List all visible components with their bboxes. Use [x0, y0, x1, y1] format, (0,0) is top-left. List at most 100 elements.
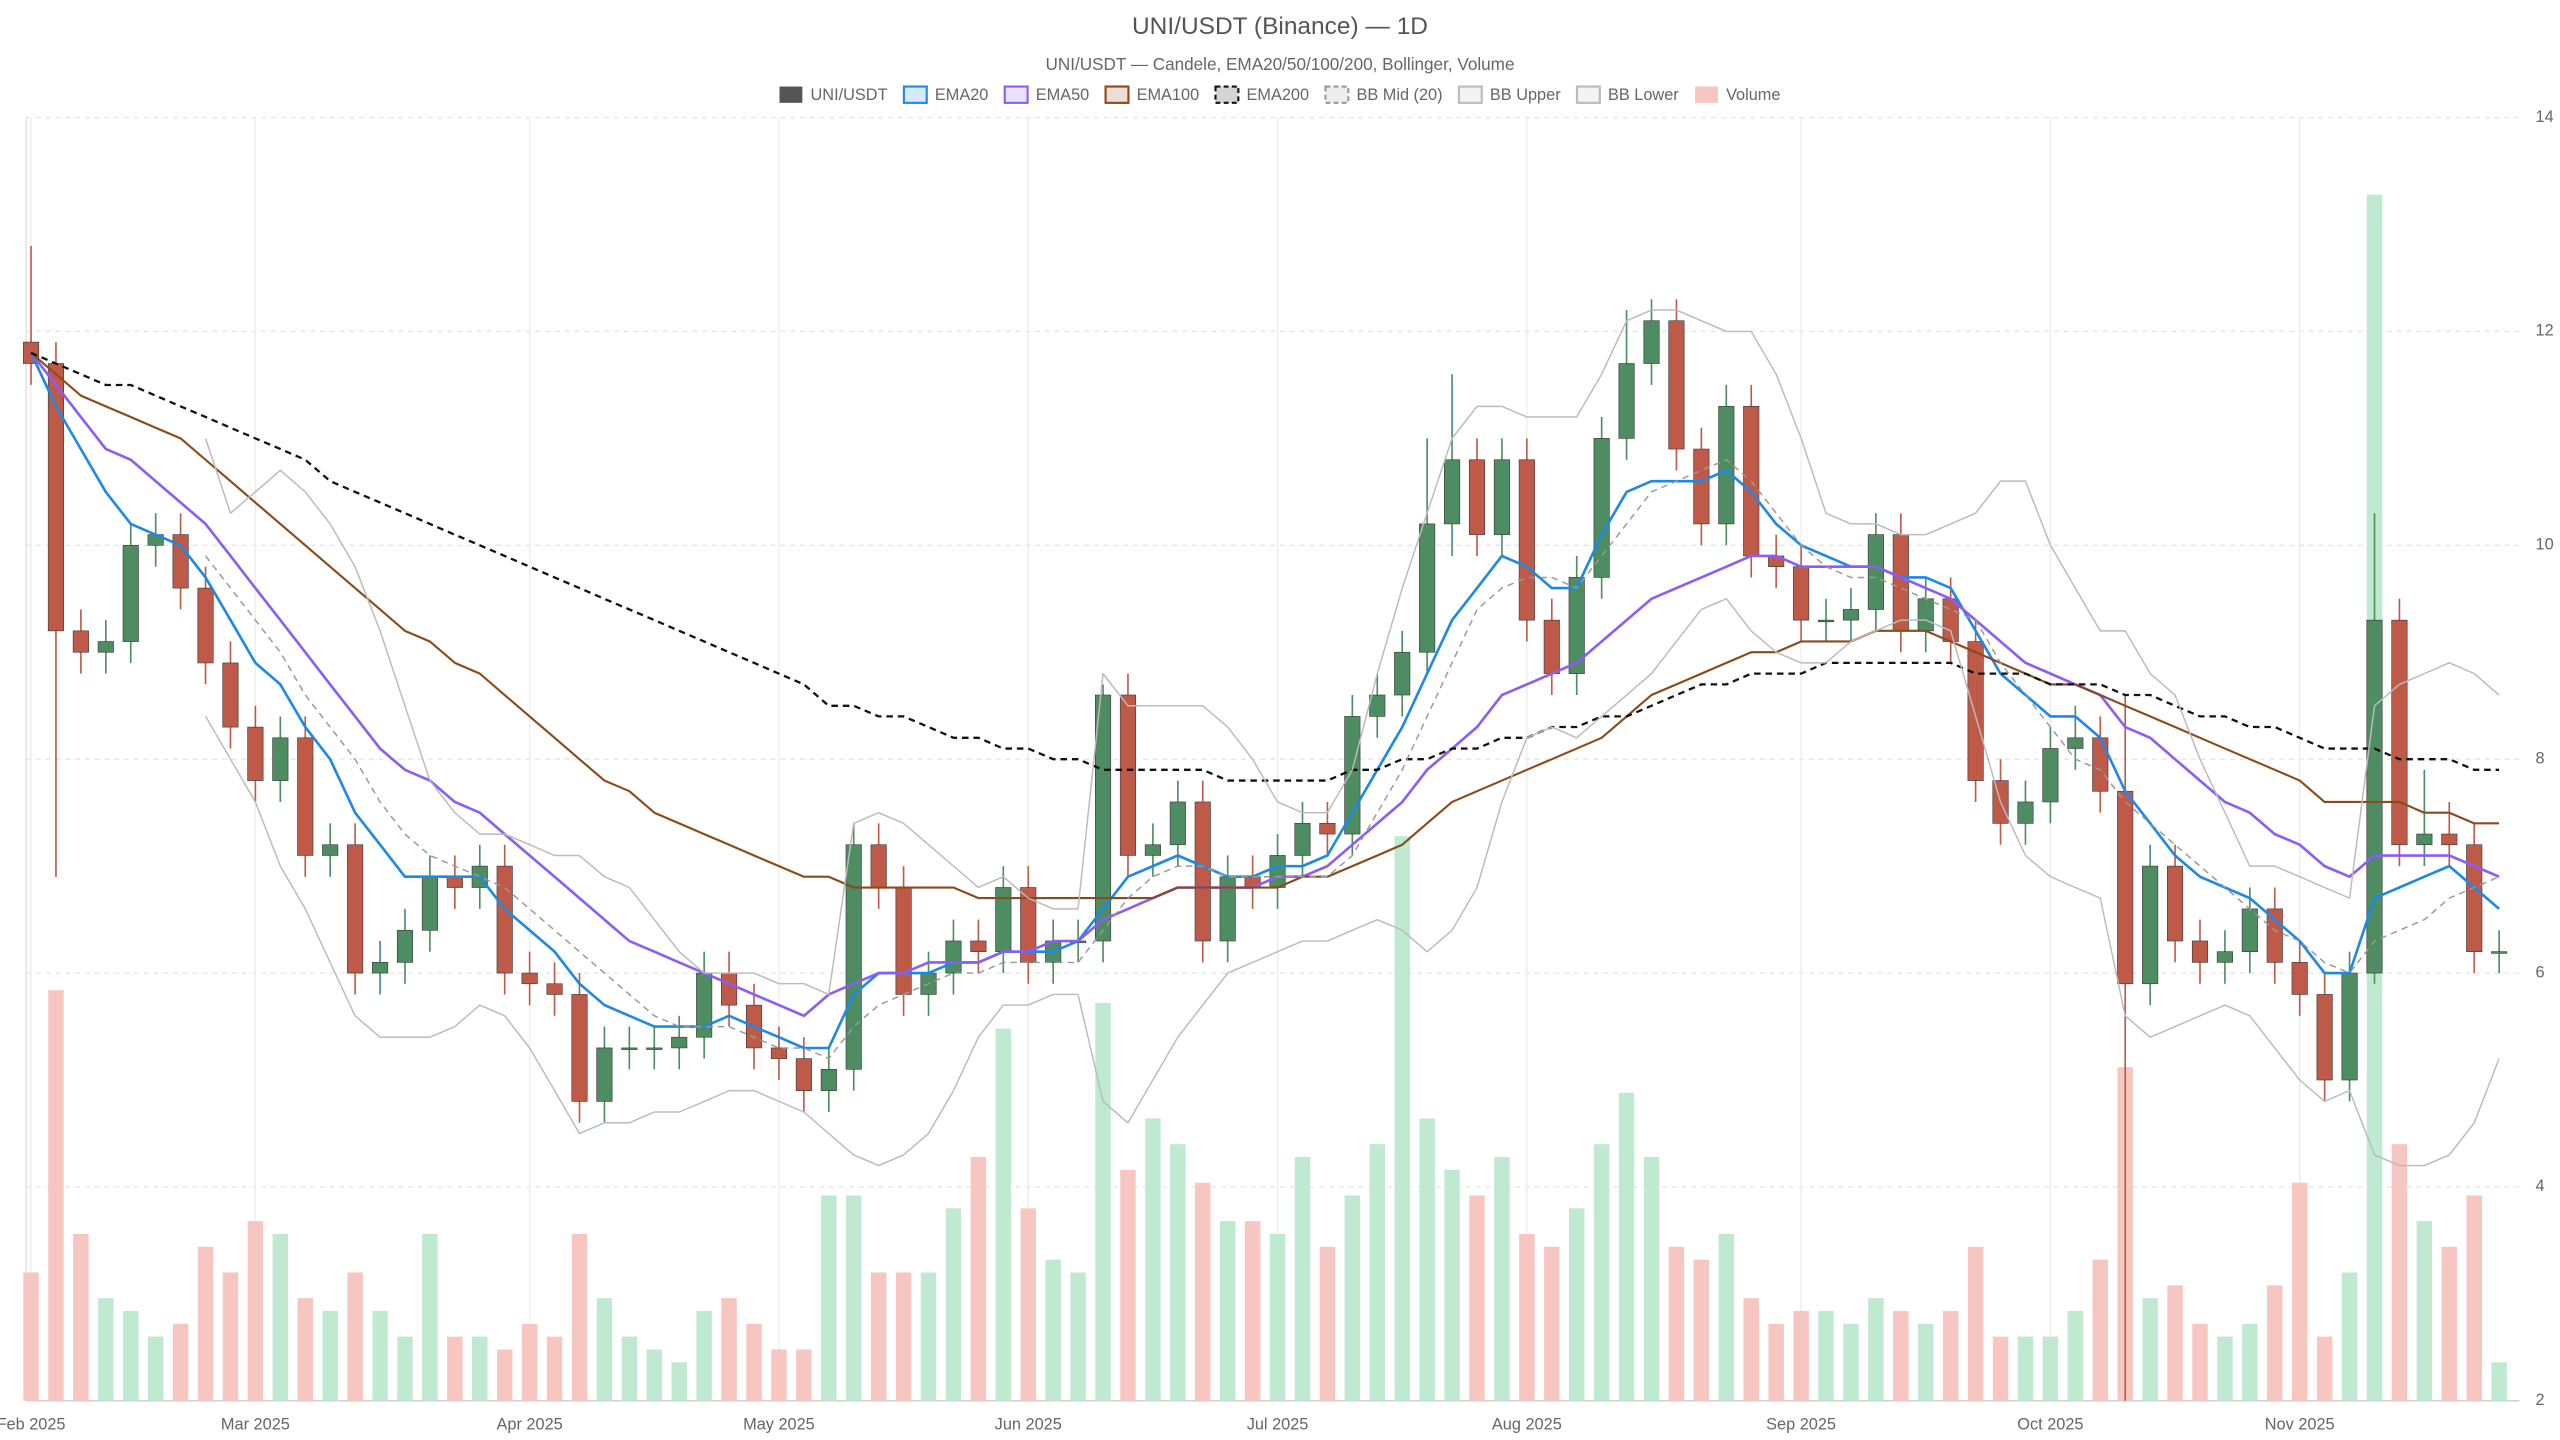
candle-body: [1144, 844, 1161, 856]
legend-label: Volume: [1726, 86, 1780, 104]
candle-body: [1269, 855, 1286, 888]
legend-swatch: [779, 86, 803, 103]
volume-bar: [1668, 1246, 1685, 1401]
candle-body: [2441, 833, 2458, 846]
volume-bar: [1768, 1323, 1784, 1401]
candle-body: [1094, 694, 1112, 942]
volume-bar: [2491, 1362, 2507, 1401]
volume-bar: [2217, 1336, 2233, 1401]
volume-bar: [1120, 1169, 1136, 1401]
volume-bar: [1942, 1310, 1959, 1401]
volume-bar: [2316, 1336, 2333, 1401]
candle-body: [1394, 651, 1411, 696]
legend-label: EMA50: [1036, 86, 1090, 104]
candle-body: [421, 876, 438, 931]
volume-bar: [596, 1298, 613, 1401]
candle-body: [72, 630, 89, 653]
indicator-line: [29, 352, 2500, 1050]
volume-bar: [1145, 1118, 1161, 1401]
candle-body: [2391, 619, 2408, 846]
candle-body: [721, 972, 738, 1006]
volume-bar: [1219, 1221, 1236, 1401]
volume-bar: [521, 1323, 538, 1401]
candle-body: [2466, 844, 2483, 953]
volume-bar: [771, 1349, 787, 1401]
volume-bar: [2042, 1336, 2059, 1401]
legend-label: EMA100: [1137, 86, 1200, 104]
legend-label: EMA200: [1247, 86, 1310, 104]
candle-body: [2191, 940, 2209, 963]
candle-body: [272, 737, 289, 781]
x-tick-label: Nov 2025: [2265, 1416, 2335, 1434]
candle-body: [2216, 951, 2233, 963]
candle-body: [1419, 523, 1436, 653]
volume-bar: [48, 990, 64, 1401]
volume-bar: [1693, 1259, 1710, 1401]
volume-bar: [821, 1195, 837, 1401]
volume-bar: [1818, 1310, 1834, 1401]
volume-bar: [1893, 1310, 1909, 1401]
volume-bar: [846, 1195, 862, 1401]
volume-bar: [347, 1272, 363, 1401]
volume-bar: [496, 1349, 513, 1401]
legend-swatch: [1575, 85, 1601, 104]
volume-bar: [1718, 1233, 1735, 1401]
candle-body: [247, 726, 264, 781]
volume-bar: [870, 1272, 887, 1401]
volume-bar: [1568, 1208, 1585, 1401]
candle-body: [1119, 694, 1137, 856]
indicator-line: [30, 352, 2500, 900]
volume-bar: [98, 1298, 114, 1401]
candle-body: [1942, 598, 1959, 642]
volume-bar: [571, 1233, 588, 1401]
volume-bar: [1469, 1195, 1485, 1401]
legend-swatch: [1003, 85, 1029, 104]
candle-body: [2142, 865, 2159, 985]
volume-bar: [2017, 1336, 2034, 1401]
x-tick-label: Mar 2025: [221, 1416, 290, 1434]
candle-body: [1369, 694, 1386, 717]
volume-bar: [1743, 1298, 1759, 1401]
candle-body: [197, 587, 214, 664]
volume-bar: [422, 1233, 438, 1401]
volume-bar: [1369, 1144, 1386, 1401]
volume-bar: [1918, 1323, 1934, 1401]
legend-label: UNI/USDT: [811, 86, 888, 104]
volume-bar: [2192, 1323, 2208, 1401]
volume-bar: [1544, 1246, 1560, 1401]
x-tick-label: Sep 2025: [1766, 1416, 1836, 1434]
volume-bar: [1519, 1233, 1535, 1401]
volume-bar: [1244, 1221, 1261, 1401]
candle-body: [396, 929, 414, 963]
chart-subtitle: UNI/USDT — Candele, EMA20/50/100/200, Bo…: [1046, 54, 1515, 74]
candle-body: [2491, 951, 2508, 954]
candle-body: [895, 887, 912, 995]
candle-body: [297, 737, 314, 856]
grid: [25, 116, 2520, 1402]
x-tick-label: May 2025: [743, 1416, 815, 1434]
volume-bar: [197, 1246, 214, 1401]
indicator-lines: [29, 309, 2500, 1167]
candle-body: [571, 994, 588, 1102]
candle-body: [97, 641, 114, 653]
candle-body: [1319, 823, 1336, 835]
candle-body: [1967, 641, 1984, 781]
candle-body: [2092, 737, 2109, 792]
candle-body: [1543, 619, 1560, 674]
volume-bars: [23, 194, 2507, 1401]
volume-bar: [23, 1272, 39, 1401]
candle-body: [820, 1068, 837, 1092]
indicator-line: [204, 459, 2500, 1060]
candle-body: [2316, 994, 2333, 1081]
volume-bar: [1494, 1156, 1510, 1401]
volume-bar: [1020, 1208, 1036, 1401]
volume-bar: [2242, 1323, 2258, 1401]
volume-bar: [447, 1336, 463, 1401]
volume-bar: [1967, 1246, 1984, 1401]
candle-body: [1593, 438, 1610, 578]
x-tick-label: Feb 2025: [0, 1416, 65, 1434]
y-tick-label: 8: [2536, 749, 2545, 767]
candle-body: [496, 865, 513, 974]
candle-body: [1718, 405, 1735, 525]
volume-bar: [796, 1349, 812, 1401]
